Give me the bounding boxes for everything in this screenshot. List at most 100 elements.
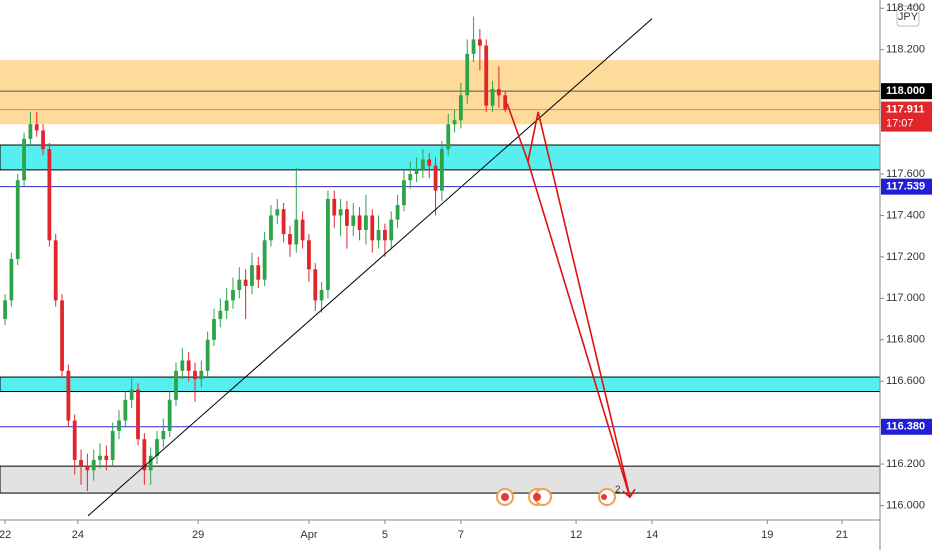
candle-body <box>123 399 128 421</box>
candle-body <box>503 95 508 110</box>
candle-body <box>161 430 166 440</box>
y-tick-label: 116.800 <box>886 334 925 346</box>
price-label: 118.000 <box>886 85 925 97</box>
candle-body <box>269 215 273 241</box>
x-tick-label: 22 <box>0 529 11 541</box>
trendline <box>87 18 653 517</box>
candle-body <box>364 215 368 230</box>
events: 2 <box>496 485 621 506</box>
candle-body <box>199 370 204 380</box>
candle-body <box>174 370 178 400</box>
x-tick-label: 12 <box>570 529 582 541</box>
candle-body <box>129 389 134 400</box>
price-label: 117.539 <box>886 181 925 193</box>
candle-body <box>294 219 299 245</box>
candle-body <box>262 240 267 280</box>
candle-body <box>180 360 185 371</box>
currency-label: JPY <box>898 11 919 23</box>
candle-body <box>477 39 482 46</box>
candle-body <box>85 466 90 471</box>
candle-body <box>319 290 324 301</box>
candle-body <box>136 389 140 440</box>
candle-body <box>117 420 121 431</box>
candle-body <box>79 459 83 467</box>
candle-body <box>41 130 45 150</box>
candle-body <box>155 439 159 456</box>
candle-body <box>326 198 330 291</box>
candle-body <box>148 455 153 471</box>
candle-body <box>281 209 286 235</box>
x-tick-label: 29 <box>192 529 204 541</box>
candle-body <box>60 300 64 371</box>
candle-body <box>243 279 248 286</box>
candle-body <box>110 430 115 460</box>
x-tick-label: 24 <box>72 529 84 541</box>
candle-body <box>300 219 305 241</box>
candle-body <box>427 159 432 166</box>
candle-body <box>433 165 438 191</box>
zone <box>0 60 880 125</box>
candle-body <box>307 240 311 270</box>
price-label-box <box>881 83 932 100</box>
candle-body <box>91 459 96 471</box>
candle-body <box>205 339 210 371</box>
price-label-box <box>881 178 932 195</box>
candle-body <box>288 234 292 245</box>
x-tick-label: 5 <box>382 529 388 541</box>
price-countdown: 17:07 <box>886 117 914 129</box>
y-tick-label: 116.200 <box>886 458 925 470</box>
x-tick-label: 7 <box>458 529 464 541</box>
candle-body <box>421 159 425 170</box>
zone <box>0 465 881 494</box>
projection-path <box>506 103 631 498</box>
candle-body <box>53 240 58 301</box>
candle-body <box>275 209 280 216</box>
candle-body <box>186 360 191 371</box>
price-label: 117.911 <box>886 103 925 115</box>
candle-body <box>313 269 318 301</box>
candle-body <box>471 39 476 54</box>
candle-body <box>104 455 109 460</box>
candle-body <box>15 180 20 259</box>
candle-body <box>395 205 400 220</box>
candle-body <box>332 198 337 216</box>
candle-body <box>345 209 349 226</box>
y-tick-label: 116.000 <box>886 499 925 511</box>
y-tick-label: 116.600 <box>886 375 925 387</box>
candle-body <box>484 45 489 106</box>
candle-body <box>3 300 7 320</box>
currency-box <box>896 5 920 27</box>
event-dot <box>501 493 509 501</box>
candle-body <box>218 310 223 320</box>
candle-body <box>465 53 470 96</box>
y-tick-label: 118.200 <box>886 44 925 56</box>
candle-body <box>72 420 77 460</box>
x-tick-label: Apr <box>300 529 317 541</box>
candle-body <box>66 370 71 421</box>
candle-body <box>452 120 457 125</box>
candle-body <box>142 439 147 471</box>
event-dot <box>533 493 541 501</box>
candle-body <box>338 209 343 216</box>
plot <box>3 16 653 517</box>
candle-body <box>458 95 463 121</box>
candle-body <box>250 265 254 286</box>
candle-body <box>414 169 419 175</box>
arrow-head <box>622 488 636 499</box>
y-tick-label: 117.200 <box>886 251 925 263</box>
candle-body <box>98 455 102 460</box>
y-tick-label: 117.000 <box>886 292 925 304</box>
candle-body <box>256 265 261 280</box>
candle-body <box>370 215 375 241</box>
y-tick-label: 117.600 <box>886 168 925 180</box>
x-tick-label: 14 <box>646 529 658 541</box>
candle-body <box>231 290 235 301</box>
x-tick-label: 21 <box>836 529 848 541</box>
candle-body <box>357 215 362 230</box>
candle-body <box>389 219 394 241</box>
candle-body <box>383 229 387 241</box>
projection-path <box>527 161 631 498</box>
candle-body <box>440 149 444 191</box>
candle-body <box>224 300 229 311</box>
